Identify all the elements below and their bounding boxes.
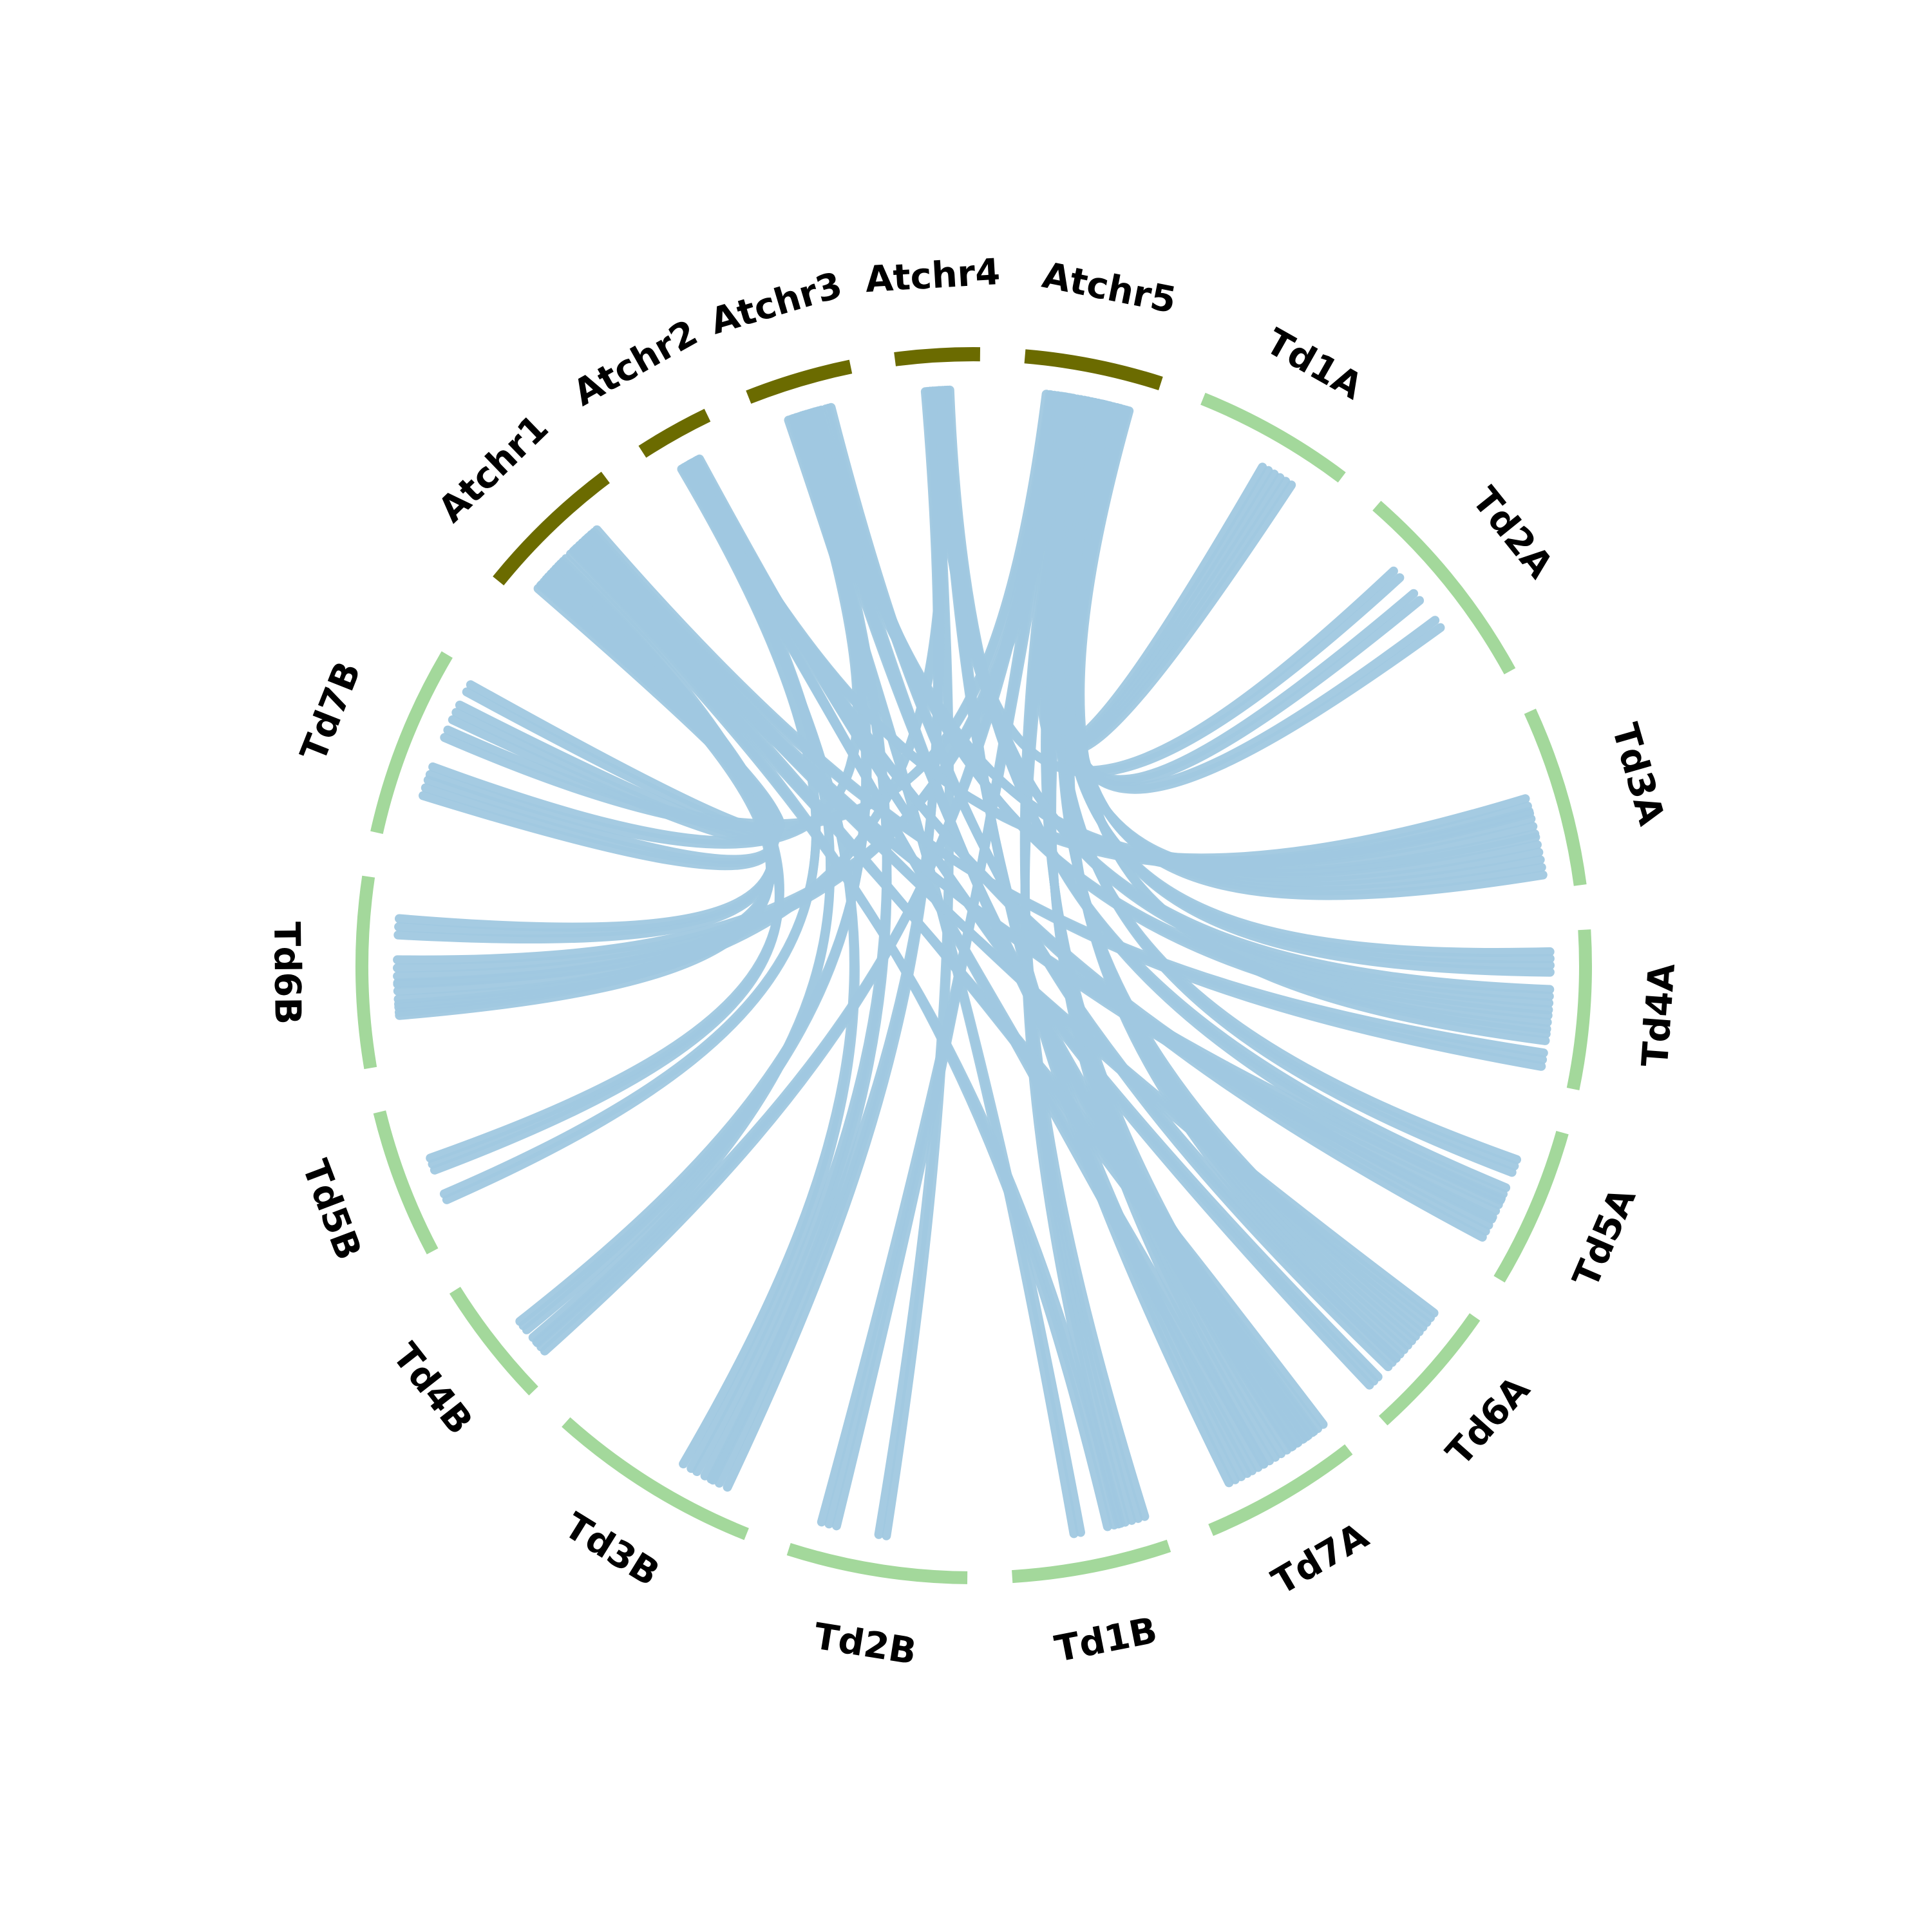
link-atchr3-td6a bbox=[826, 402, 1393, 1372]
segment-td7b bbox=[370, 651, 453, 834]
label-td5b: Td5B bbox=[294, 1155, 370, 1266]
segment-td4b bbox=[449, 1287, 538, 1396]
segment-td3a bbox=[1524, 708, 1587, 886]
segment-td1a bbox=[1200, 392, 1346, 483]
label-td1a: Td1A bbox=[1259, 321, 1370, 408]
label-td2a: Td2A bbox=[1464, 479, 1562, 586]
segment-td6b bbox=[355, 875, 377, 1070]
segment-td2a bbox=[1372, 500, 1516, 675]
segment-td1b bbox=[1012, 1539, 1171, 1584]
label-td4a: Td4A bbox=[1634, 961, 1683, 1068]
label-td7b: Td7B bbox=[292, 656, 369, 768]
label-td5a: Td5A bbox=[1565, 1182, 1644, 1294]
label-atchr2: Atchr2 bbox=[566, 312, 705, 414]
label-td6b: Td6B bbox=[265, 922, 308, 1025]
link-atchr2-td4b bbox=[528, 458, 835, 1342]
label-td1b: Td1B bbox=[1052, 1609, 1160, 1671]
segment-td5a bbox=[1493, 1130, 1569, 1283]
segment-atchr2 bbox=[638, 408, 711, 458]
segment-td2b bbox=[786, 1542, 968, 1584]
segments-layer bbox=[355, 347, 1592, 1584]
label-td7a: Td7A bbox=[1265, 1515, 1376, 1603]
label-atchr4: Atchr4 bbox=[864, 251, 1001, 301]
link-atchr5-td3a bbox=[1062, 400, 1540, 878]
label-td3a: Td3A bbox=[1604, 719, 1672, 830]
segment-atchr5 bbox=[1024, 349, 1163, 390]
link-atchr5-td3a bbox=[1064, 401, 1542, 883]
segment-atchr4 bbox=[894, 347, 981, 366]
segment-td4a bbox=[1566, 929, 1592, 1091]
segment-atchr1 bbox=[493, 471, 610, 586]
segment-td3b bbox=[562, 1417, 749, 1540]
label-atchr5: Atchr5 bbox=[1039, 254, 1179, 322]
label-td4b: Td4B bbox=[384, 1336, 481, 1443]
label-td3b: Td3B bbox=[557, 1505, 667, 1595]
segment-td5b bbox=[373, 1110, 439, 1255]
label-atchr1: Atchr1 bbox=[430, 407, 556, 531]
link-atchr1-td7a bbox=[578, 538, 1311, 1441]
link-atchr2-td6a bbox=[695, 454, 1374, 1390]
segment-td7a bbox=[1208, 1444, 1353, 1537]
link-atchr1-td7b bbox=[466, 581, 785, 836]
segment-td6a bbox=[1379, 1313, 1481, 1426]
label-td2b: Td2B bbox=[811, 1615, 919, 1672]
link-atchr2-td5b bbox=[439, 463, 821, 1198]
link-atchr2-td7a bbox=[685, 459, 1257, 1475]
link-atchr1-td1b bbox=[571, 544, 1112, 1531]
link-atchr1-td4a bbox=[592, 525, 1546, 1071]
link-atchr1-td6a bbox=[587, 529, 1432, 1327]
label-td6a: Td6A bbox=[1438, 1368, 1539, 1474]
link-atchr3-td3b bbox=[692, 410, 891, 1476]
link-atchr1-td6b bbox=[395, 559, 779, 932]
link-atchr4-td7a bbox=[942, 386, 1234, 1488]
segment-atchr3 bbox=[746, 359, 853, 404]
label-atchr3: Atchr3 bbox=[706, 264, 848, 343]
links-layer bbox=[393, 385, 1555, 1540]
